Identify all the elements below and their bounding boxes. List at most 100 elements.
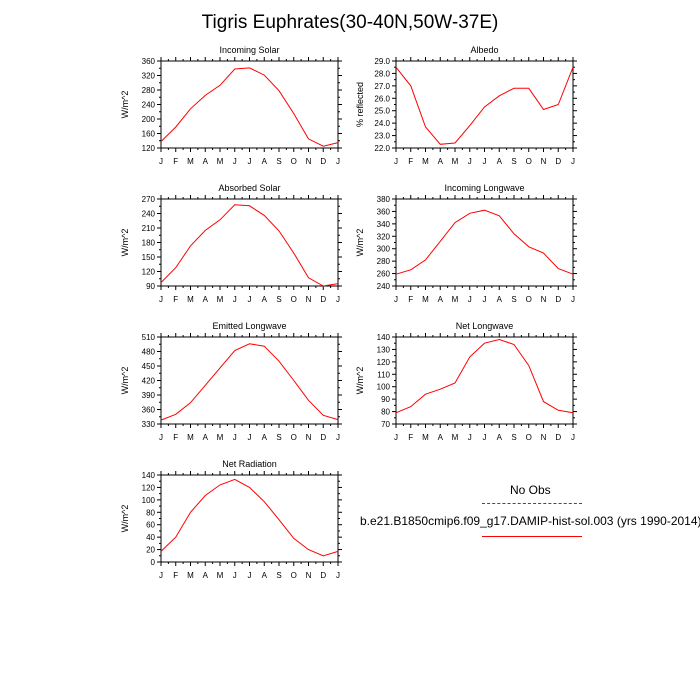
x-tick-label: M: [217, 157, 224, 166]
y-axis-label: W/m^2: [355, 367, 365, 395]
y-tick-label: 120: [142, 144, 156, 153]
x-tick-label: A: [497, 295, 503, 304]
x-tick-label: M: [217, 295, 224, 304]
plot-frame: [395, 336, 574, 425]
y-tick-label: 260: [377, 270, 391, 279]
x-tick-label: M: [217, 433, 224, 442]
plot-frame: [160, 198, 339, 287]
x-tick-label: J: [468, 157, 472, 166]
x-tick-label: J: [394, 157, 398, 166]
x-tick-label: S: [511, 157, 516, 166]
y-axis-label: W/m^2: [120, 91, 130, 119]
x-tick-label: S: [511, 433, 516, 442]
series-line: [395, 66, 574, 145]
y-tick-label: 320: [377, 232, 391, 241]
x-tick-label: J: [233, 571, 237, 580]
x-tick-label: J: [336, 571, 340, 580]
x-tick-label: A: [438, 433, 444, 442]
y-axis-label: % reflected: [355, 82, 365, 127]
y-axis-label: W/m^2: [120, 367, 130, 395]
y-tick-label: 280: [377, 257, 391, 266]
x-tick-label: J: [248, 157, 252, 166]
y-tick-label: 80: [381, 408, 390, 417]
x-tick-label: J: [233, 433, 237, 442]
y-tick-label: 480: [142, 348, 156, 357]
x-tick-label: J: [394, 295, 398, 304]
y-tick-label: 70: [381, 420, 390, 429]
y-tick-label: 100: [142, 496, 156, 505]
x-tick-label: J: [571, 433, 575, 442]
x-tick-label: D: [320, 571, 326, 580]
x-tick-label: F: [173, 571, 178, 580]
panel-title: Incoming Solar: [219, 45, 279, 55]
y-tick-label: 22.0: [374, 144, 390, 153]
x-tick-label: S: [276, 295, 281, 304]
x-tick-label: M: [217, 571, 224, 580]
x-tick-label: D: [555, 157, 561, 166]
y-tick-label: 28.0: [374, 69, 390, 78]
y-tick-label: 330: [142, 420, 156, 429]
x-tick-label: M: [452, 295, 459, 304]
x-tick-label: O: [526, 157, 532, 166]
y-axis-label: W/m^2: [120, 505, 130, 533]
y-tick-label: 120: [142, 268, 156, 277]
legend-obs-label: No Obs: [510, 483, 551, 497]
x-tick-label: J: [248, 295, 252, 304]
y-tick-label: 60: [146, 521, 155, 530]
y-tick-label: 90: [381, 395, 390, 404]
y-tick-label: 390: [142, 391, 156, 400]
y-tick-label: 450: [142, 362, 156, 371]
y-tick-label: 240: [142, 101, 156, 110]
x-tick-label: J: [468, 433, 472, 442]
y-tick-label: 340: [377, 220, 391, 229]
x-tick-label: S: [276, 433, 281, 442]
panel-title: Net Longwave: [456, 321, 514, 331]
x-tick-label: S: [276, 571, 281, 580]
x-tick-label: O: [526, 433, 532, 442]
x-tick-label: M: [452, 433, 459, 442]
y-axis-label: W/m^2: [355, 229, 365, 257]
x-tick-label: F: [408, 295, 413, 304]
y-tick-label: 27.0: [374, 82, 390, 91]
x-tick-label: F: [173, 295, 178, 304]
y-tick-label: 25.0: [374, 107, 390, 116]
y-tick-label: 23.0: [374, 132, 390, 141]
y-tick-label: 140: [142, 471, 156, 480]
series-line: [160, 67, 339, 147]
plot-frame: [160, 336, 339, 425]
x-tick-label: O: [291, 433, 297, 442]
x-tick-label: J: [483, 295, 487, 304]
x-tick-label: A: [438, 157, 444, 166]
x-tick-label: N: [541, 157, 547, 166]
x-tick-label: F: [173, 433, 178, 442]
x-tick-label: F: [408, 433, 413, 442]
y-tick-label: 120: [377, 358, 391, 367]
x-tick-label: D: [320, 157, 326, 166]
series-line: [160, 204, 339, 287]
x-tick-label: M: [187, 571, 194, 580]
y-tick-label: 29.0: [374, 57, 390, 66]
x-tick-label: N: [541, 433, 547, 442]
y-tick-label: 380: [377, 195, 391, 204]
series-line: [160, 478, 339, 557]
x-tick-label: M: [187, 433, 194, 442]
x-tick-label: D: [555, 295, 561, 304]
y-tick-label: 300: [377, 245, 391, 254]
y-tick-label: 180: [142, 239, 156, 248]
y-tick-label: 150: [142, 253, 156, 262]
series-line: [160, 343, 339, 421]
x-tick-label: J: [233, 295, 237, 304]
y-tick-label: 100: [377, 383, 391, 392]
x-tick-label: D: [555, 433, 561, 442]
x-tick-label: A: [262, 295, 268, 304]
x-tick-label: M: [422, 157, 429, 166]
x-tick-label: N: [541, 295, 547, 304]
x-tick-label: O: [291, 157, 297, 166]
x-tick-label: M: [422, 295, 429, 304]
x-tick-label: N: [306, 571, 312, 580]
x-tick-label: J: [336, 295, 340, 304]
